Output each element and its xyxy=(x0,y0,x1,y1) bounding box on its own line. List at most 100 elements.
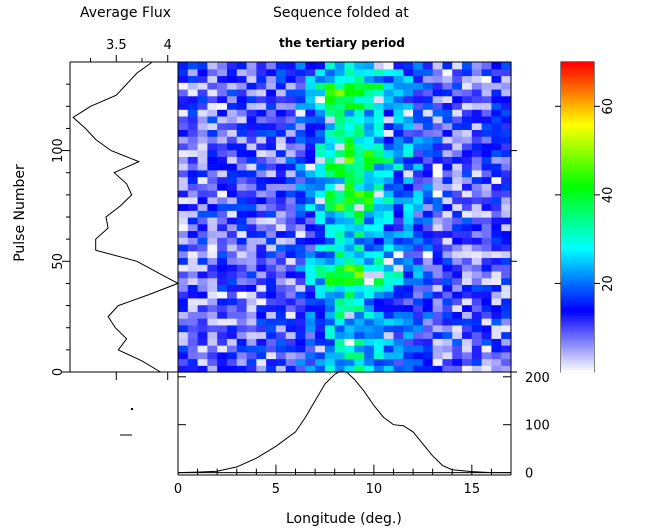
heatmap-cell xyxy=(373,358,385,366)
heatmap-cell xyxy=(403,284,414,292)
heatmap-cell xyxy=(383,345,395,353)
heatmap-cell xyxy=(422,243,434,252)
heatmap-cell xyxy=(226,203,238,211)
heatmap-cell xyxy=(324,277,336,285)
heatmap-cell xyxy=(187,304,199,312)
heatmap-cell xyxy=(187,324,199,333)
colorbar-segment xyxy=(561,209,594,213)
heatmap-cell xyxy=(442,136,453,144)
heatmap-cell xyxy=(403,318,414,326)
heatmap-cell xyxy=(413,311,424,319)
heatmap-cell xyxy=(305,358,316,366)
heatmap-cell xyxy=(471,109,483,117)
heatmap-cell xyxy=(462,176,473,184)
heatmap-cell xyxy=(315,318,326,326)
heatmap-cell xyxy=(305,243,316,252)
heatmap-cell xyxy=(344,304,355,312)
heatmap-cell xyxy=(334,297,346,306)
heatmap-cell xyxy=(403,311,414,319)
heatmap-cell xyxy=(256,223,267,232)
heatmap-cell xyxy=(226,183,238,191)
heatmap-cell xyxy=(462,358,473,366)
colorbar-segment xyxy=(561,98,594,102)
heatmap-cell xyxy=(481,109,493,117)
heatmap-cell xyxy=(334,82,346,90)
heatmap-cell xyxy=(364,62,375,70)
heatmap-cell xyxy=(236,291,248,299)
heatmap-cell xyxy=(246,284,257,292)
heatmap-cell xyxy=(207,210,218,218)
heatmap-cell xyxy=(383,102,395,110)
heatmap-cell xyxy=(324,318,336,326)
heatmap-cell xyxy=(256,210,267,218)
heatmap-cell xyxy=(501,88,512,97)
heatmap-cell xyxy=(324,129,336,137)
heatmap-cell xyxy=(471,331,483,339)
heatmap-cell xyxy=(324,297,336,306)
heatmap-cell xyxy=(344,230,355,238)
heatmap-cell xyxy=(266,129,277,137)
heatmap-cell xyxy=(315,297,326,306)
heatmap-cell xyxy=(207,203,218,211)
heatmap-cell xyxy=(246,365,257,373)
heatmap-cell xyxy=(285,136,297,144)
heatmap-cell xyxy=(344,291,355,299)
heatmap-cell xyxy=(207,82,218,90)
x-tick-label: 15 xyxy=(464,482,481,497)
heatmap-cell xyxy=(432,217,444,225)
heatmap-cell xyxy=(305,183,316,191)
heatmap-cell xyxy=(207,163,218,171)
heatmap-cell xyxy=(491,223,502,232)
heatmap-cell xyxy=(354,237,365,245)
heatmap-cell xyxy=(383,365,395,373)
heatmap-cell xyxy=(344,136,355,144)
colorbar-segment xyxy=(561,211,594,216)
heatmap-cell xyxy=(432,163,444,171)
heatmap-cell xyxy=(246,297,257,306)
heatmap-cell xyxy=(285,338,297,346)
heatmap-cell xyxy=(393,217,404,225)
heatmap-cell xyxy=(354,82,365,90)
heatmap-cell xyxy=(413,270,424,279)
heatmap-cell xyxy=(393,115,404,124)
heatmap-cell xyxy=(403,169,414,178)
heatmap-cell xyxy=(373,142,385,151)
heatmap-cell xyxy=(462,264,473,272)
heatmap-cell xyxy=(413,250,424,259)
heatmap-cell xyxy=(481,304,493,312)
heatmap-cell xyxy=(354,250,365,259)
heatmap-cell xyxy=(364,324,375,333)
period-subtitle: the tertiary period xyxy=(279,36,405,50)
heatmap-cell xyxy=(422,217,434,225)
heatmap-cell xyxy=(285,183,297,191)
heatmap-cell xyxy=(373,129,385,137)
heatmap-cell xyxy=(344,351,355,360)
heatmap-cell xyxy=(197,311,208,319)
heatmap-cell xyxy=(236,243,248,252)
heatmap-cell xyxy=(442,270,453,279)
heatmap-cell xyxy=(187,163,199,171)
heatmap-cell xyxy=(383,291,395,299)
heatmap-cell xyxy=(383,210,395,218)
heatmap-cell xyxy=(471,95,483,104)
heatmap-cell xyxy=(481,223,493,232)
heatmap-cell xyxy=(295,250,306,259)
heatmap-cell xyxy=(246,230,257,238)
heatmap-cell xyxy=(305,149,316,157)
heatmap-cell xyxy=(403,230,414,238)
heatmap-cell xyxy=(373,183,385,191)
heatmap-cell xyxy=(462,163,473,171)
heatmap-cell xyxy=(491,291,502,299)
heatmap-cell xyxy=(462,365,473,373)
heatmap-cell xyxy=(422,237,434,245)
heatmap-cell xyxy=(236,62,248,70)
heatmap-cell xyxy=(413,365,424,373)
heatmap-cell xyxy=(393,277,404,285)
heatmap-cell xyxy=(236,183,248,191)
colorbar-segment xyxy=(561,312,594,316)
heatmap-cell xyxy=(217,223,228,232)
heatmap-cell xyxy=(491,331,502,339)
heatmap-cell xyxy=(393,196,404,205)
heatmap-cell xyxy=(432,311,444,319)
heatmap-cell xyxy=(471,136,483,144)
